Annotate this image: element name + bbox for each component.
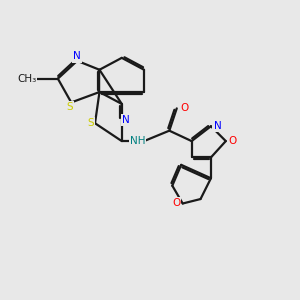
Text: N: N bbox=[214, 121, 221, 131]
Text: NH: NH bbox=[130, 136, 145, 146]
Text: O: O bbox=[228, 136, 236, 146]
Text: O: O bbox=[180, 103, 188, 113]
Text: O: O bbox=[172, 199, 180, 208]
Text: S: S bbox=[87, 118, 94, 128]
Text: CH₃: CH₃ bbox=[17, 74, 36, 84]
Text: N: N bbox=[73, 51, 81, 62]
Text: N: N bbox=[122, 115, 130, 125]
Text: S: S bbox=[66, 102, 73, 112]
